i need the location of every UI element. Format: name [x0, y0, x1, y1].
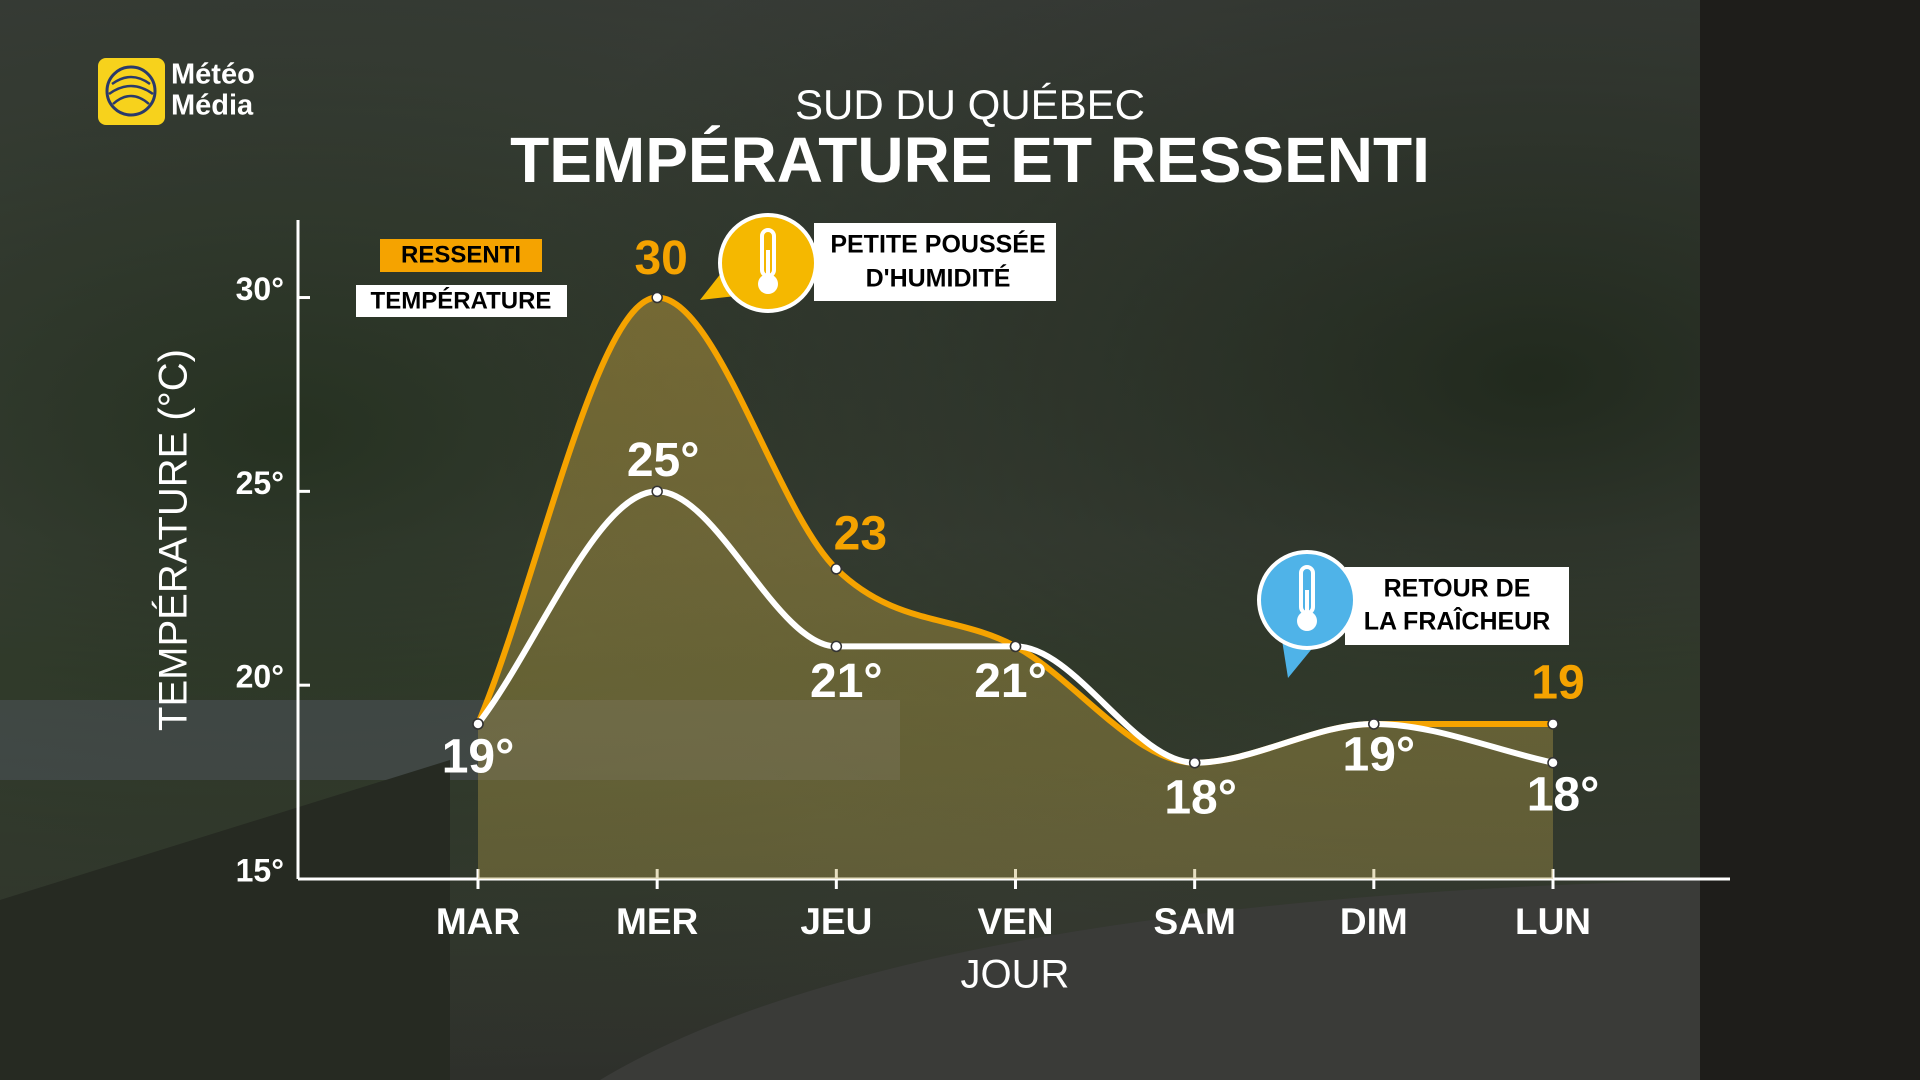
chart-title: TEMPÉRATURE ET RESSENTI	[510, 124, 1430, 196]
plot: 15° 20° 25° 30° MAR MER JEU VEN SAM DIM LUN 30 23 19 1…	[236, 220, 1730, 942]
point	[651, 485, 663, 498]
annotation: PETITE POUSSÉE D'HUMIDITÉ	[700, 213, 1056, 313]
y-tick-label: 30°	[236, 271, 284, 307]
point	[830, 640, 843, 653]
legend: RESSENTI TEMPÉRATURE	[356, 239, 567, 317]
area-fill	[478, 297, 1553, 879]
y-tick-label: 20°	[236, 659, 284, 695]
x-tick-label: JEU	[800, 901, 872, 942]
point	[1547, 718, 1559, 730]
point	[1547, 756, 1559, 769]
legend-label: TEMPÉRATURE	[371, 286, 552, 314]
point	[472, 718, 484, 730]
x-tick-label: MER	[616, 901, 698, 942]
value-label: 18°	[1164, 771, 1237, 824]
x-tick-label: MAR	[436, 901, 520, 942]
logo: Météo Média	[98, 58, 255, 125]
annotation-text: PETITE POUSSÉE	[830, 230, 1045, 259]
point	[1009, 640, 1022, 653]
logo-text: Média	[171, 90, 254, 122]
value-label: 18°	[1527, 768, 1600, 821]
y-tick-label: 25°	[236, 465, 284, 501]
point	[830, 563, 843, 575]
value-label: 19°	[1343, 729, 1416, 782]
value-label: 23	[834, 508, 887, 561]
value-label: 19°	[442, 731, 515, 784]
x-axis-title: JOUR	[961, 953, 1070, 997]
annotation-text: D'HUMIDITÉ	[866, 264, 1011, 293]
annotation-text: RETOUR DE	[1384, 575, 1531, 603]
point	[1368, 718, 1380, 730]
x-tick-label: LUN	[1515, 901, 1591, 942]
value-label: 21°	[974, 655, 1047, 708]
point	[651, 291, 663, 304]
chart-subtitle: SUD DU QUÉBEC	[795, 81, 1145, 128]
y-axis-title: TEMPÉRATURE (°C)	[151, 349, 196, 731]
value-label: 25°	[627, 434, 700, 487]
x-tick-label: DIM	[1340, 901, 1408, 942]
y-tick-label: 15°	[236, 852, 284, 888]
value-label: 21°	[810, 655, 883, 708]
x-tick-label: SAM	[1154, 901, 1236, 942]
point	[1188, 756, 1201, 769]
annotation: RETOUR DE LA FRAÎCHEUR	[1257, 550, 1569, 678]
logo-text: Météo	[171, 59, 255, 91]
legend-swatch	[356, 285, 567, 317]
legend-label: RESSENTI	[401, 241, 521, 268]
value-label: 19	[1531, 657, 1584, 710]
annotation-text: LA FRAÎCHEUR	[1364, 606, 1551, 636]
value-label: 30	[634, 232, 687, 285]
series-line	[475, 488, 1556, 766]
legend-swatch	[380, 239, 542, 272]
x-tick-label: VEN	[977, 901, 1053, 942]
